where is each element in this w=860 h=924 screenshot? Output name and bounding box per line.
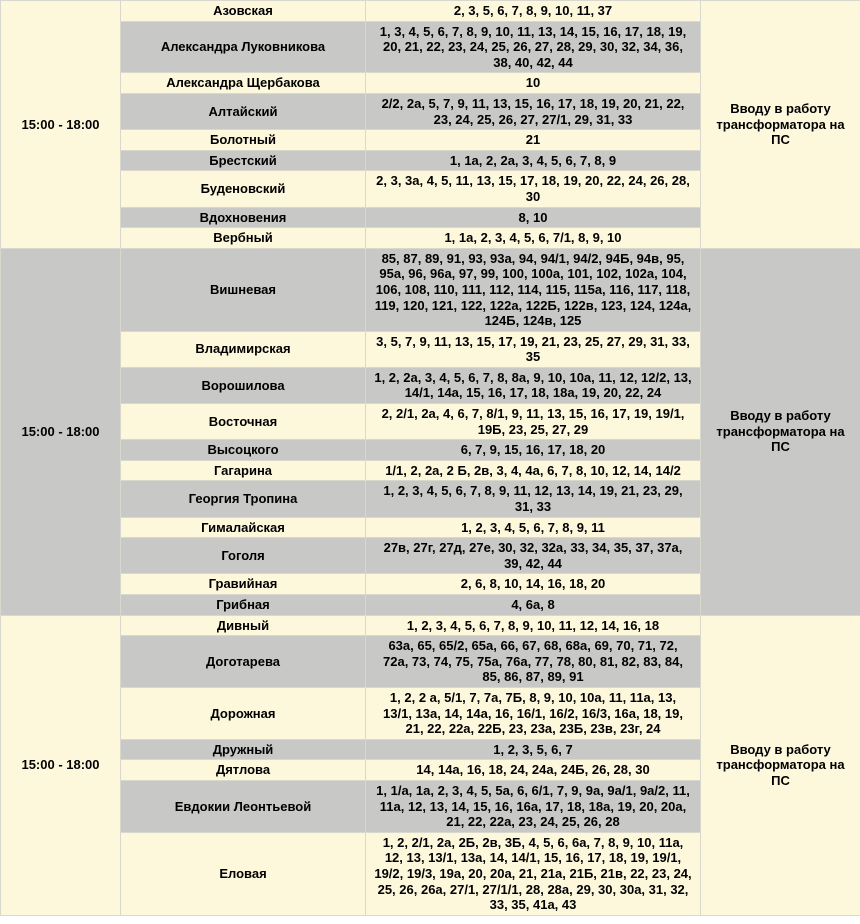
street-name-cell: Гагарина — [120, 459, 366, 482]
table-row: Дорожная 1, 2, 2 а, 5/1, 7, 7а, 7Б, 8, 9,… — [1, 686, 860, 740]
table-row: Высоцкого 6, 7, 9, 15, 16, 17, 18, 20 — [1, 439, 860, 461]
table-row: Буденовский 2, 3, 3а, 4, 5, 11, 13, 15, 1… — [1, 170, 860, 208]
table-row: Гагарина 1/1, 2, 2а, 2 Б, 2в, 3, 4, 4а, 6… — [1, 459, 860, 482]
house-numbers-cell: 2/2, 2а, 5, 7, 9, 11, 13, 15, 16, 17, 18… — [365, 92, 701, 131]
house-numbers-cell: 1, 3, 4, 5, 6, 7, 8, 9, 10, 11, 13, 14, … — [365, 20, 701, 74]
house-numbers-cell: 1, 1а, 2, 3, 4, 5, 6, 7/1, 8, 9, 10 — [365, 227, 701, 249]
street-name-cell: Гоголя — [120, 537, 366, 575]
house-numbers-cell: 1, 1а, 2, 2а, 3, 4, 5, 6, 7, 8, 9 — [365, 149, 701, 172]
outage-reason-cell: Вводу в работу трансформатора на ПС — [700, 247, 860, 616]
street-name-cell: Дружный — [120, 738, 366, 761]
house-numbers-cell: 2, 3, 5, 6, 7, 8, 9, 10, 11, 37 — [365, 0, 701, 22]
street-name-cell: Вербный — [120, 227, 366, 249]
house-numbers-cell: 1, 1/а, 1а, 2, 3, 4, 5, 5а, 6, 6/1, 7, 9… — [365, 779, 701, 833]
house-numbers-cell: 6, 7, 9, 15, 16, 17, 18, 20 — [365, 439, 701, 461]
outage-reason-cell: Вводу в работу трансформатора на ПС — [700, 614, 860, 916]
table-row: Болотный 21 — [1, 129, 860, 151]
street-name-cell: Александра Луковникова — [120, 20, 366, 74]
street-name-cell: Гравийная — [120, 573, 366, 595]
table-row: Брестский 1, 1а, 2, 2а, 3, 4, 5, 6, 7, 8,… — [1, 149, 860, 172]
table-row: Восточная 2, 2/1, 2а, 4, 6, 7, 8/1, 9, 11… — [1, 403, 860, 441]
house-numbers-cell: 1/1, 2, 2а, 2 Б, 2в, 3, 4, 4а, 6, 7, 8, … — [365, 459, 701, 482]
street-name-cell: Грибная — [120, 594, 366, 616]
house-numbers-cell: 85, 87, 89, 91, 93, 93а, 94, 94/1, 94/2,… — [365, 247, 701, 332]
house-numbers-cell: 21 — [365, 129, 701, 151]
time-range-cell: 15:00 - 18:00 — [0, 0, 121, 249]
street-name-cell: Высоцкого — [120, 439, 366, 461]
house-numbers-cell: 3, 5, 7, 9, 11, 13, 15, 17, 19, 21, 23, … — [365, 330, 701, 368]
street-name-cell: Азовская — [120, 0, 366, 22]
table-row: Доготарева 63а, 65, 65/2, 65а, 66, 67, 68… — [1, 635, 860, 688]
table-row: 15:00 - 18:00 Вишневая 85, 87, 89, 91, 93,… — [0, 247, 860, 616]
table-row: Георгия Тропина 1, 2, 3, 4, 5, 6, 7, 8, 9… — [1, 480, 860, 518]
house-numbers-cell: 2, 6, 8, 10, 14, 16, 18, 20 — [365, 573, 701, 595]
outage-reason-cell: Вводу в работу трансформатора на ПС — [700, 0, 860, 249]
house-numbers-cell: 10 — [365, 72, 701, 94]
house-numbers-cell: 8, 10 — [365, 206, 701, 229]
house-numbers-cell: 27в, 27г, 27д, 27е, 30, 32, 32а, 33, 34,… — [365, 537, 701, 575]
table-row: 15:00 - 18:00 Азовская 2, 3, 5, 6, 7, 8, 9… — [0, 0, 860, 249]
street-name-cell: Доготарева — [120, 635, 366, 688]
house-numbers-cell: 1, 2, 3, 4, 5, 6, 7, 8, 9, 10, 11, 12, 1… — [365, 614, 701, 637]
house-numbers-cell: 2, 2/1, 2а, 4, 6, 7, 8/1, 9, 11, 13, 15,… — [365, 403, 701, 441]
house-numbers-cell: 1, 2, 3, 4, 5, 6, 7, 8, 9, 11 — [365, 516, 701, 539]
table-row: Вдохновения 8, 10 — [1, 206, 860, 229]
street-name-cell: Дивный — [120, 614, 366, 637]
street-name-cell: Еловая — [120, 831, 366, 916]
house-numbers-cell: 1, 2, 2 а, 5/1, 7, 7а, 7Б, 8, 9, 10, 10а… — [365, 686, 701, 740]
street-name-cell: Брестский — [120, 149, 366, 172]
street-name-cell: Георгия Тропина — [120, 480, 366, 518]
table-row: Алтайский 2/2, 2а, 5, 7, 9, 11, 13, 15, 1… — [1, 92, 860, 131]
street-name-cell: Вдохновения — [120, 206, 366, 229]
house-numbers-cell: 2, 3, 3а, 4, 5, 11, 13, 15, 17, 18, 19, … — [365, 170, 701, 208]
street-name-cell: Евдокии Леонтьевой — [120, 779, 366, 833]
table-row: 15:00 - 18:00 Дивный 1, 2, 3, 4, 5, 6, 7, … — [0, 614, 860, 916]
table-row: Владимирская 3, 5, 7, 9, 11, 13, 15, 17, … — [1, 330, 860, 368]
table-row: Ворошилова 1, 2, 2а, 3, 4, 5, 6, 7, 8, 8а… — [1, 366, 860, 405]
table-row: Еловая 1, 2, 2/1, 2а, 2Б, 2в, 3Б, 4, 5, 6… — [1, 831, 860, 916]
street-name-cell: Буденовский — [120, 170, 366, 208]
house-numbers-cell: 1, 2, 3, 5, 6, 7 — [365, 738, 701, 761]
house-numbers-cell: 4, 6а, 8 — [365, 594, 701, 616]
table-row: Александра Луковникова 1, 3, 4, 5, 6, 7, … — [1, 20, 860, 74]
table-row: Гравийная 2, 6, 8, 10, 14, 16, 18, 20 — [1, 573, 860, 595]
street-name-cell: Владимирская — [120, 330, 366, 368]
time-range-cell: 15:00 - 18:00 — [0, 247, 121, 616]
street-name-cell: Болотный — [120, 129, 366, 151]
street-name-cell: Гималайская — [120, 516, 366, 539]
time-range-cell: 15:00 - 18:00 — [0, 614, 121, 916]
table-row: Гоголя 27в, 27г, 27д, 27е, 30, 32, 32а, 3… — [1, 537, 860, 575]
table-row: Дружный 1, 2, 3, 5, 6, 7 — [1, 738, 860, 761]
street-name-cell: Вишневая — [120, 247, 366, 332]
house-numbers-cell: 1, 2, 2а, 3, 4, 5, 6, 7, 8, 8а, 9, 10, 1… — [365, 366, 701, 405]
table-row: Евдокии Леонтьевой 1, 1/а, 1а, 2, 3, 4, 5… — [1, 779, 860, 833]
house-numbers-cell: 1, 2, 3, 4, 5, 6, 7, 8, 9, 11, 12, 13, 1… — [365, 480, 701, 518]
house-numbers-cell: 63а, 65, 65/2, 65а, 66, 67, 68, 68а, 69,… — [365, 635, 701, 688]
street-name-cell: Александра Щербакова — [120, 72, 366, 94]
street-name-cell: Алтайский — [120, 92, 366, 131]
table-row: Гималайская 1, 2, 3, 4, 5, 6, 7, 8, 9, 11 — [1, 516, 860, 539]
street-name-cell: Дорожная — [120, 686, 366, 740]
street-name-cell: Восточная — [120, 403, 366, 441]
table-row: Вербный 1, 1а, 2, 3, 4, 5, 6, 7/1, 8, 9, … — [1, 227, 860, 249]
street-name-cell: Ворошилова — [120, 366, 366, 405]
street-name-cell: Дятлова — [120, 759, 366, 781]
house-numbers-cell: 14, 14а, 16, 18, 24, 24а, 24Б, 26, 28, 3… — [365, 759, 701, 781]
table-row: Грибная 4, 6а, 8 — [1, 594, 860, 616]
house-numbers-cell: 1, 2, 2/1, 2а, 2Б, 2в, 3Б, 4, 5, 6, 6а, … — [365, 831, 701, 916]
